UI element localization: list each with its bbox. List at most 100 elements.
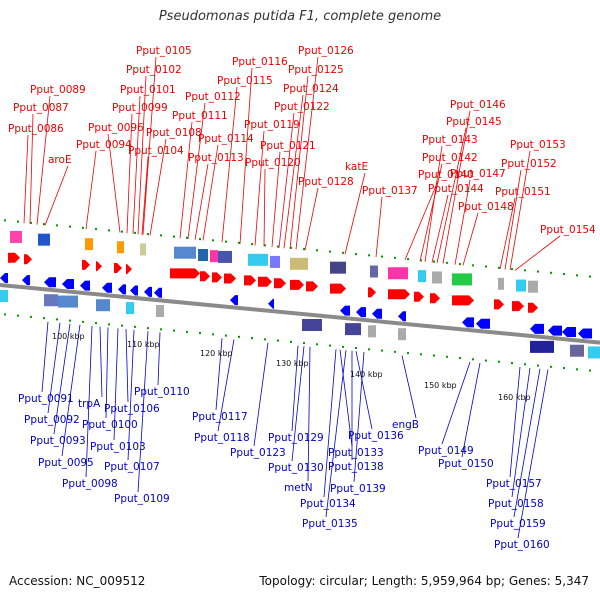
reverse-gene-label: Pput_0139 xyxy=(330,483,386,495)
tick-mark-lower xyxy=(381,349,383,352)
forward-gene-arrow xyxy=(244,275,256,286)
tick-mark-upper xyxy=(277,245,279,248)
tick-mark-lower xyxy=(264,338,266,341)
forward-feature-box xyxy=(270,255,280,268)
tick-mark-upper xyxy=(147,233,149,236)
tick-mark-upper xyxy=(472,264,474,267)
forward-feature-box xyxy=(370,265,378,278)
forward-leader-line xyxy=(504,169,522,270)
reverse-leader-line xyxy=(323,349,337,498)
forward-feature-box xyxy=(388,267,408,280)
forward-gene-arrow xyxy=(528,302,538,313)
tick-mark-upper xyxy=(407,258,409,261)
tick-mark-upper xyxy=(303,248,305,251)
tick-mark-upper xyxy=(446,261,448,264)
reverse-gene-label: Pput_0159 xyxy=(490,518,546,530)
reverse-gene-arrow xyxy=(398,311,406,322)
reverse-gene-label: Pput_0093 xyxy=(30,435,86,447)
forward-leader-line xyxy=(126,113,133,234)
forward-leader-line xyxy=(23,134,29,224)
reverse-leader-line xyxy=(291,345,299,432)
forward-leader-line xyxy=(289,75,309,249)
forward-gene-arrow xyxy=(452,295,474,306)
reverse-leader-line xyxy=(113,328,119,441)
reverse-gene-label: Pput_0136 xyxy=(348,430,404,442)
tick-mark-upper xyxy=(524,269,526,272)
forward-leader-line xyxy=(239,67,253,245)
tick-mark-lower xyxy=(407,352,409,355)
forward-gene-arrow xyxy=(170,268,200,279)
forward-feature-box xyxy=(85,238,93,251)
reverse-gene-arrow xyxy=(268,298,274,309)
tick-mark-upper xyxy=(394,256,396,259)
forward-leader-line xyxy=(254,130,265,246)
tick-mark-upper xyxy=(186,236,188,239)
reverse-feature-box xyxy=(588,346,600,359)
forward-leader-line xyxy=(344,172,366,255)
reverse-gene-label: Pput_0158 xyxy=(488,498,544,510)
forward-gene-label: Pput_0105 xyxy=(136,45,192,57)
reverse-gene-label: Pput_0134 xyxy=(300,498,356,510)
tick-mark-upper xyxy=(134,231,136,234)
forward-gene-label: Pput_0096 xyxy=(88,122,144,134)
kbp-tick-label: 140 kbp xyxy=(350,370,383,379)
reverse-leader-line xyxy=(215,338,223,411)
tick-mark-lower xyxy=(433,354,435,357)
reverse-gene-arrow xyxy=(22,275,30,286)
reverse-gene-label: Pput_0095 xyxy=(38,457,94,469)
forward-leader-line xyxy=(263,168,266,247)
reverse-feature-box xyxy=(345,323,361,336)
tick-mark-upper xyxy=(30,221,32,224)
forward-gene-label: Pput_0119 xyxy=(244,119,300,131)
forward-gene-label: Pput_0094 xyxy=(76,139,132,151)
forward-leader-line xyxy=(85,150,97,230)
reverse-gene-arrow xyxy=(230,295,238,306)
tick-mark-upper xyxy=(576,274,578,277)
forward-leader-line xyxy=(442,110,471,264)
forward-leader-line xyxy=(499,197,516,270)
forward-feature-box xyxy=(198,249,208,262)
forward-gene-label: Pput_0086 xyxy=(8,123,64,135)
tick-mark-lower xyxy=(589,369,591,372)
tick-mark-lower xyxy=(420,353,422,356)
tick-mark-upper xyxy=(212,239,214,242)
reverse-gene-label: Pput_0092 xyxy=(24,414,80,426)
forward-leader-line xyxy=(278,112,295,248)
reverse-leader-line xyxy=(339,349,353,447)
tick-mark-upper xyxy=(56,224,58,227)
forward-gene-arrow xyxy=(96,261,102,272)
forward-feature-box xyxy=(528,280,538,293)
tick-mark-lower xyxy=(173,329,175,332)
tick-mark-upper xyxy=(43,223,45,226)
reverse-leader-line xyxy=(127,329,135,461)
reverse-gene-arrow xyxy=(578,328,592,339)
tick-mark-lower xyxy=(199,332,201,335)
reverse-gene-label: Pput_0106 xyxy=(104,403,160,415)
forward-gene-label: aroE xyxy=(48,154,72,166)
tick-mark-lower xyxy=(43,317,45,320)
forward-leader-line xyxy=(283,94,304,249)
tick-mark-upper xyxy=(69,225,71,228)
tick-mark-upper xyxy=(160,234,162,237)
reverse-gene-label: Pput_0118 xyxy=(194,432,250,444)
tick-mark-lower xyxy=(82,320,84,323)
tick-mark-upper xyxy=(199,238,201,241)
reverse-gene-label: Pput_0100 xyxy=(82,419,138,431)
reverse-leader-line xyxy=(253,342,269,447)
reverse-gene-label: Pput_0091 xyxy=(18,393,74,405)
reverse-gene-label: metN xyxy=(284,482,313,494)
tick-mark-upper xyxy=(459,263,461,266)
reverse-gene-arrow xyxy=(476,318,490,329)
reverse-gene-arrow xyxy=(102,282,112,293)
tick-mark-lower xyxy=(251,337,253,340)
forward-gene-arrow xyxy=(8,252,20,263)
tick-mark-lower xyxy=(459,357,461,360)
forward-gene-label: Pput_0104 xyxy=(128,145,184,157)
tick-mark-upper xyxy=(121,230,123,233)
reverse-gene-arrow xyxy=(154,287,162,298)
forward-gene-arrow xyxy=(200,271,210,282)
forward-gene-label: Pput_0120 xyxy=(245,157,301,169)
forward-feature-box xyxy=(516,279,526,292)
tick-mark-lower xyxy=(17,314,19,317)
tick-mark-upper xyxy=(316,249,318,252)
